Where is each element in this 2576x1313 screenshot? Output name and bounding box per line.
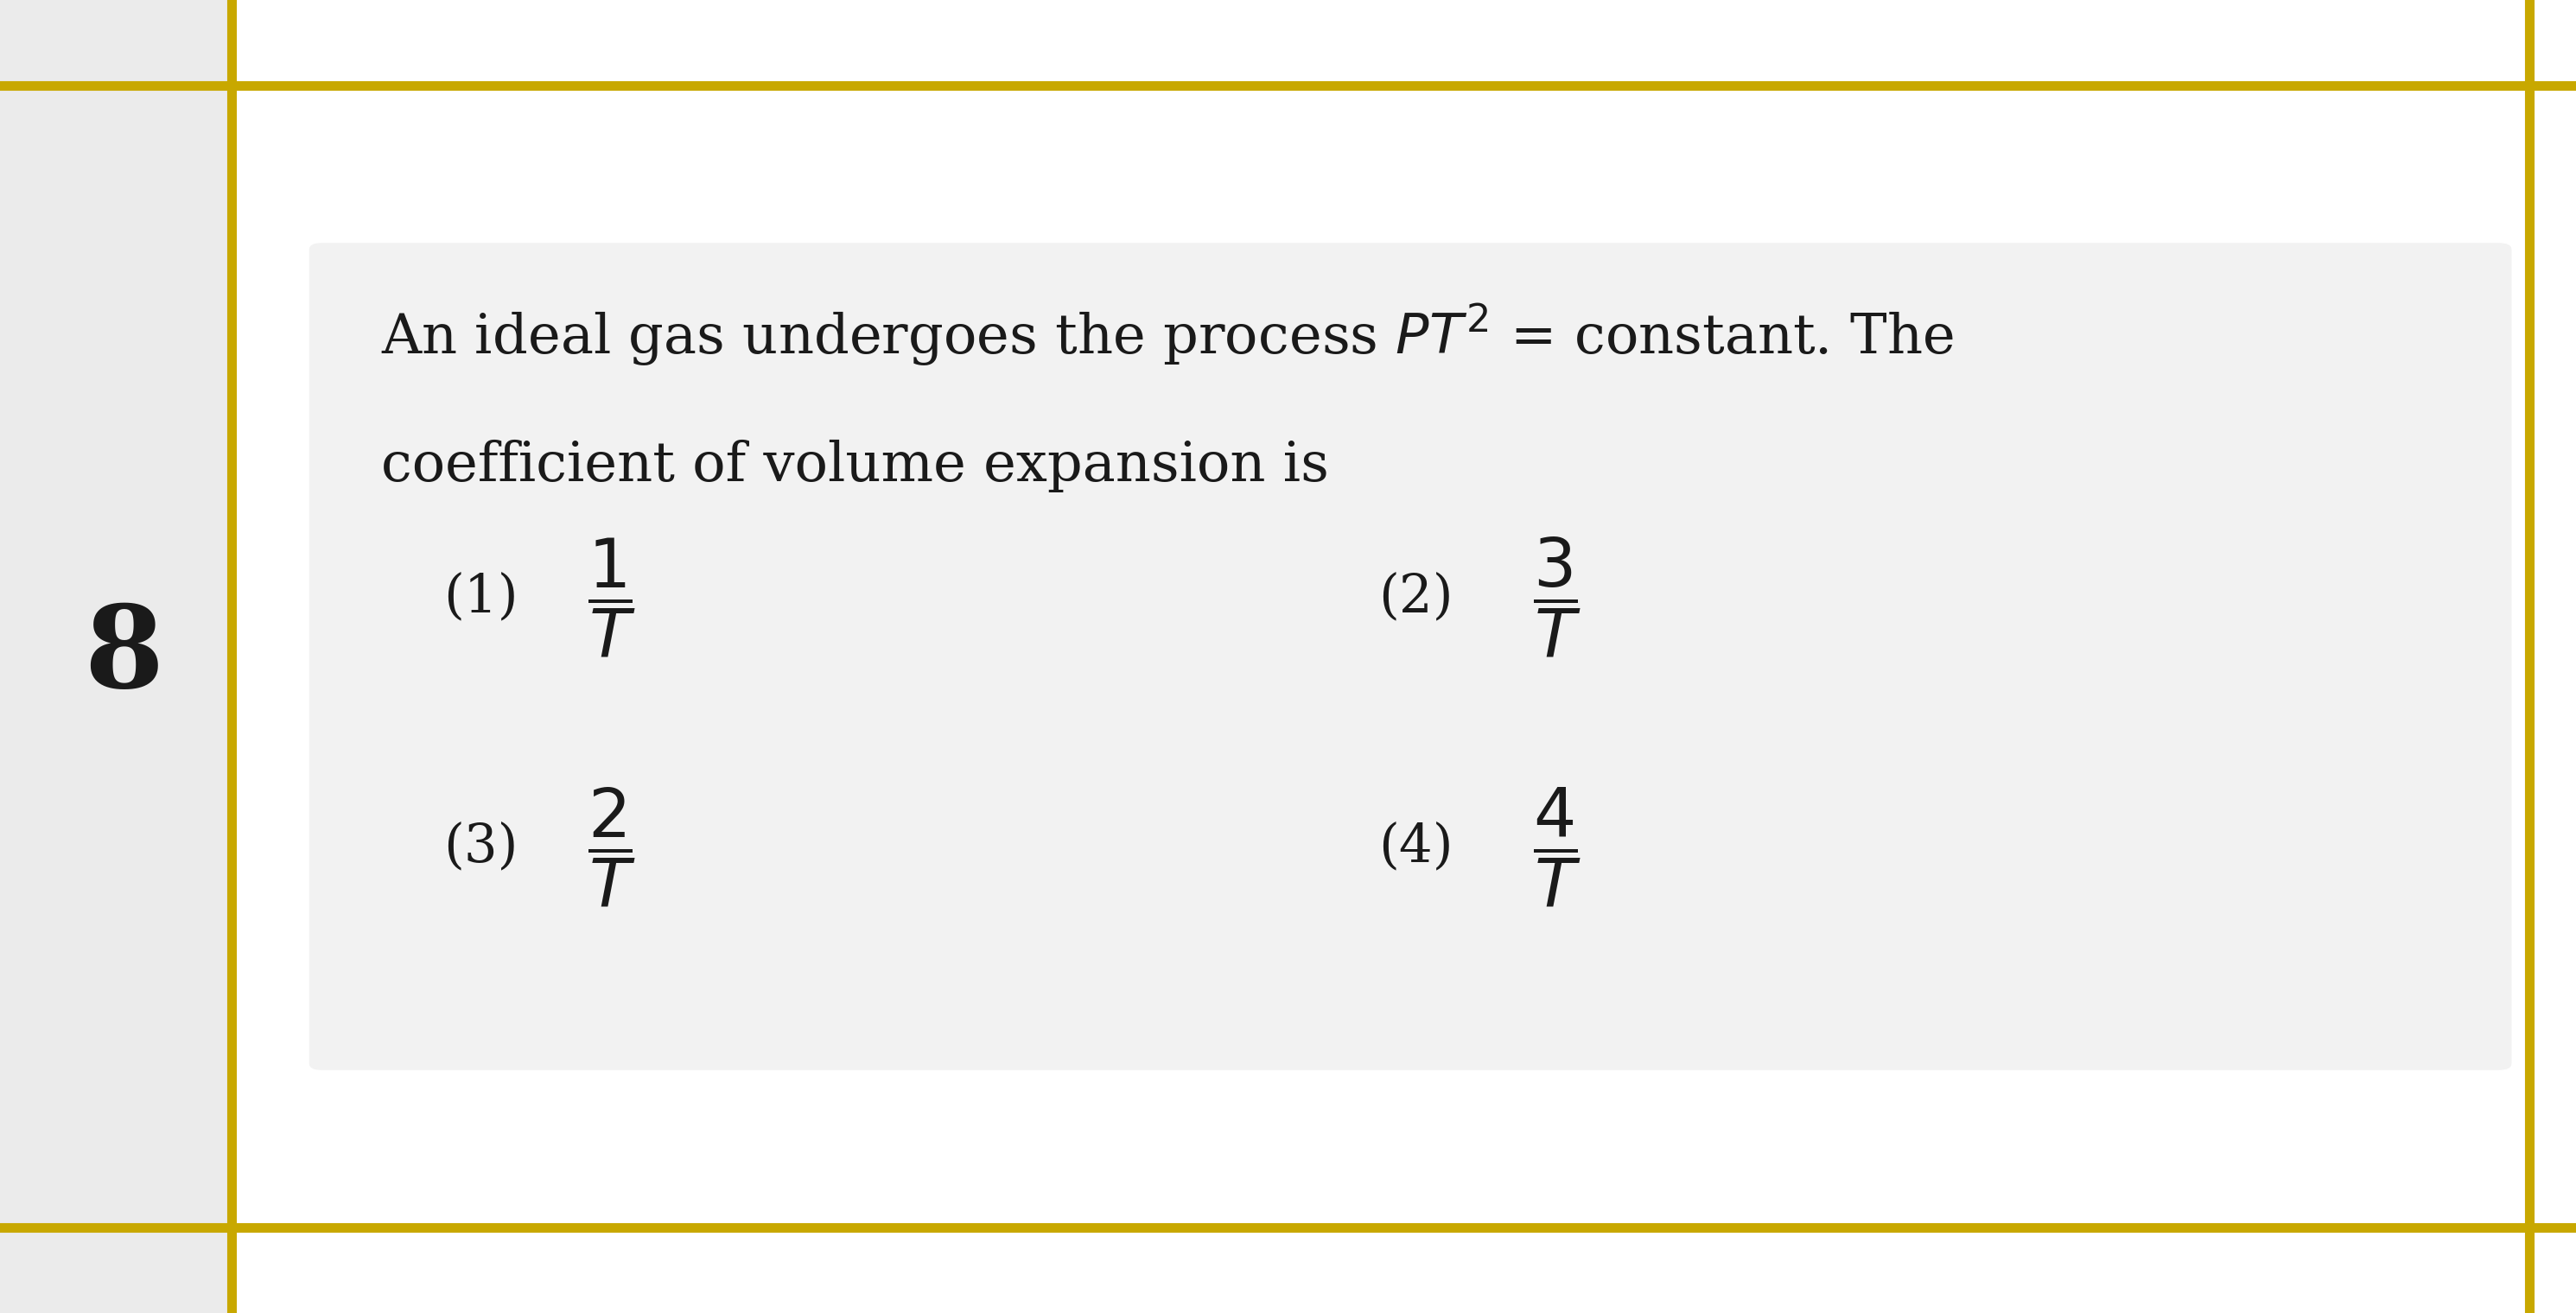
Text: $\dfrac{3}{T}$: $\dfrac{3}{T}$ — [1533, 536, 1582, 659]
Text: (3): (3) — [443, 821, 518, 873]
Bar — [0, 0, 232, 1313]
Text: coefficient of volume expansion is: coefficient of volume expansion is — [381, 440, 1329, 492]
Text: (4): (4) — [1378, 821, 1453, 873]
Text: An ideal gas undergoes the process $\mathit{PT}^2$ = constant. The: An ideal gas undergoes the process $\mat… — [381, 302, 1953, 368]
Text: (1): (1) — [443, 571, 518, 624]
Text: (2): (2) — [1378, 571, 1453, 624]
Text: 8: 8 — [85, 601, 162, 712]
Text: $\dfrac{2}{T}$: $\dfrac{2}{T}$ — [587, 785, 636, 909]
Text: $\dfrac{1}{T}$: $\dfrac{1}{T}$ — [587, 536, 636, 659]
FancyBboxPatch shape — [309, 243, 2512, 1070]
Text: $\dfrac{4}{T}$: $\dfrac{4}{T}$ — [1533, 785, 1582, 909]
